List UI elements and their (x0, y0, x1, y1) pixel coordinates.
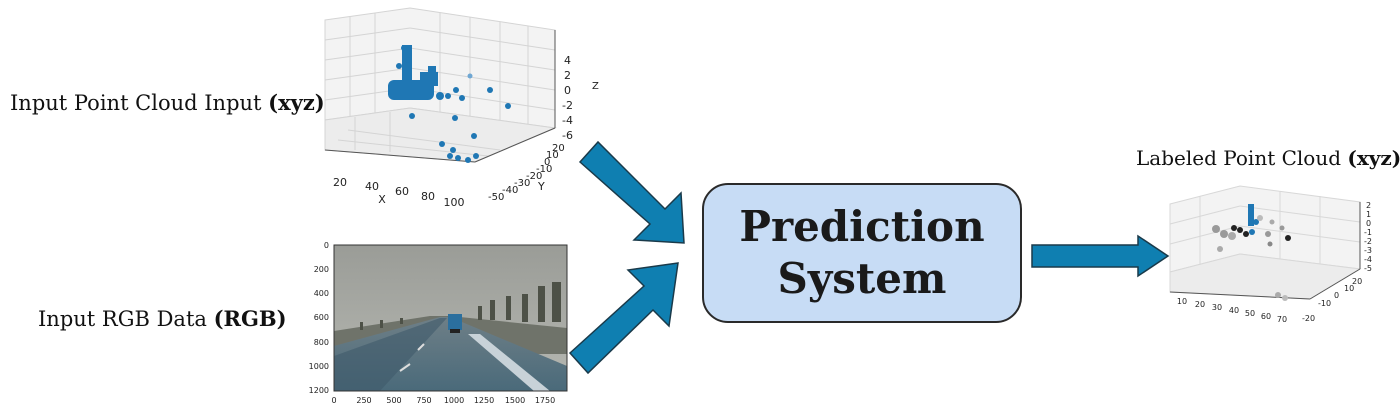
y-tick: -10 (536, 164, 552, 175)
y-tick: 600 (314, 313, 329, 322)
x-tick: 500 (386, 396, 401, 405)
x-tick: 20 (333, 176, 347, 189)
x-tick: 100 (444, 196, 465, 209)
rgb-photo (334, 245, 567, 391)
x-tick: 1000 (444, 396, 464, 405)
y-axis-label: Y (537, 180, 545, 193)
y-tick: 20 (552, 143, 565, 154)
z-tick: 0 (564, 84, 571, 97)
input-rgb-label: Input RGB Data (RGB) (38, 306, 287, 331)
y-tick: 0 (544, 157, 550, 168)
x-axis-label: X (378, 193, 386, 206)
x-tick: 40 (365, 180, 379, 193)
x-tick: 1250 (474, 396, 494, 405)
y-tick: 20 (1352, 277, 1362, 286)
z-tick: 4 (564, 54, 571, 67)
x-tick: 70 (1277, 315, 1287, 324)
y-tick: 10 (1344, 284, 1354, 293)
x-tick: 250 (356, 396, 371, 405)
input-rgb-label-text: Input RGB Data (38, 307, 207, 331)
z-tick: -4 (1364, 255, 1372, 264)
input-point-cloud-label-text: Input Point Cloud Input (10, 91, 262, 115)
y-tick: -20 (1302, 314, 1315, 323)
input-rgb-image-plot: 0 200 400 600 800 1000 1200 0 250 500 75… (309, 241, 568, 405)
z-tick: -2 (562, 99, 573, 112)
y-tick: -40 (502, 185, 518, 196)
x-tick: 1500 (505, 396, 525, 405)
z-tick: -5 (1364, 264, 1372, 273)
x-tick: 60 (1261, 312, 1271, 321)
rgb-x-ticks: 0 250 500 750 1000 1250 1500 1750 (331, 396, 555, 405)
arrow-pointcloud-to-system (578, 140, 685, 244)
z-ticks: 4 2 0 -2 -4 -6 (562, 54, 573, 142)
arrow-rgb-to-system (568, 262, 679, 375)
z-tick: 1 (1366, 210, 1371, 219)
y-tick: 0 (1334, 291, 1339, 300)
x-tick: 1750 (535, 396, 555, 405)
arrow-system-to-output (1031, 234, 1170, 278)
x-tick: 30 (1212, 303, 1222, 312)
x-ticks: 20 40 60 80 100 (333, 176, 465, 209)
x-tick: 80 (421, 190, 435, 203)
y-tick: 200 (314, 265, 329, 274)
y-tick: 1200 (309, 386, 329, 395)
input-point-cloud-points (388, 45, 511, 163)
y-tick: -20 (526, 171, 542, 182)
x-tick: 50 (1245, 309, 1255, 318)
z-tick: -4 (562, 114, 573, 127)
prediction-system-line1: Prediction (739, 202, 985, 251)
input-point-cloud-label: Input Point Cloud Input (xyz) (10, 90, 325, 115)
y-tick: 800 (314, 338, 329, 347)
y-tick: -30 (514, 178, 530, 189)
input-rgb-label-bold: (RGB) (213, 306, 287, 331)
y-tick: 400 (314, 289, 329, 298)
z-tick: 2 (564, 69, 571, 82)
labeled-point-cloud-plot: 10 20 30 40 50 60 70 -20 -10 0 10 20 2 1… (1169, 185, 1372, 324)
prediction-system-line2: System (777, 254, 947, 303)
x-tick: 20 (1195, 300, 1205, 309)
z-tick: -2 (1364, 237, 1372, 246)
z-tick: -1 (1364, 228, 1372, 237)
plot-axes (324, 30, 556, 163)
labeled-point-cloud-label: Labeled Point Cloud (xyz) (1136, 146, 1400, 170)
z-axis-label: Z (592, 81, 599, 92)
rgb-y-ticks: 0 200 400 600 800 1000 1200 (309, 241, 329, 395)
y-ticks: -50 -40 -30 -20 -10 0 10 20 (488, 143, 565, 203)
x-tick: 750 (416, 396, 431, 405)
x-tick: 10 (1177, 297, 1187, 306)
z-tick: -6 (562, 129, 573, 142)
y-tick: 10 (546, 150, 559, 161)
prediction-system-box: Prediction System (702, 183, 1022, 323)
z-tick: -3 (1364, 246, 1372, 255)
x-tick: 40 (1229, 306, 1239, 315)
y-tick: 1000 (309, 362, 329, 371)
x-tick: 60 (395, 185, 409, 198)
labeled-point-cloud-label-bold: (xyz) (1347, 146, 1400, 170)
input-point-cloud-plot: 20 40 60 80 100 X -50 -40 -30 -20 -10 0 … (324, 7, 599, 209)
y-tick: 0 (324, 241, 329, 250)
y-tick: -10 (1318, 299, 1331, 308)
input-point-cloud-label-bold: (xyz) (268, 90, 325, 115)
z-tick: 2 (1366, 201, 1371, 210)
labeled-point-cloud-label-text: Labeled Point Cloud (1136, 146, 1342, 170)
z-tick: 0 (1366, 219, 1371, 228)
labeled-points (1212, 204, 1291, 301)
y-tick: -50 (488, 192, 504, 203)
x-tick: 0 (331, 396, 336, 405)
